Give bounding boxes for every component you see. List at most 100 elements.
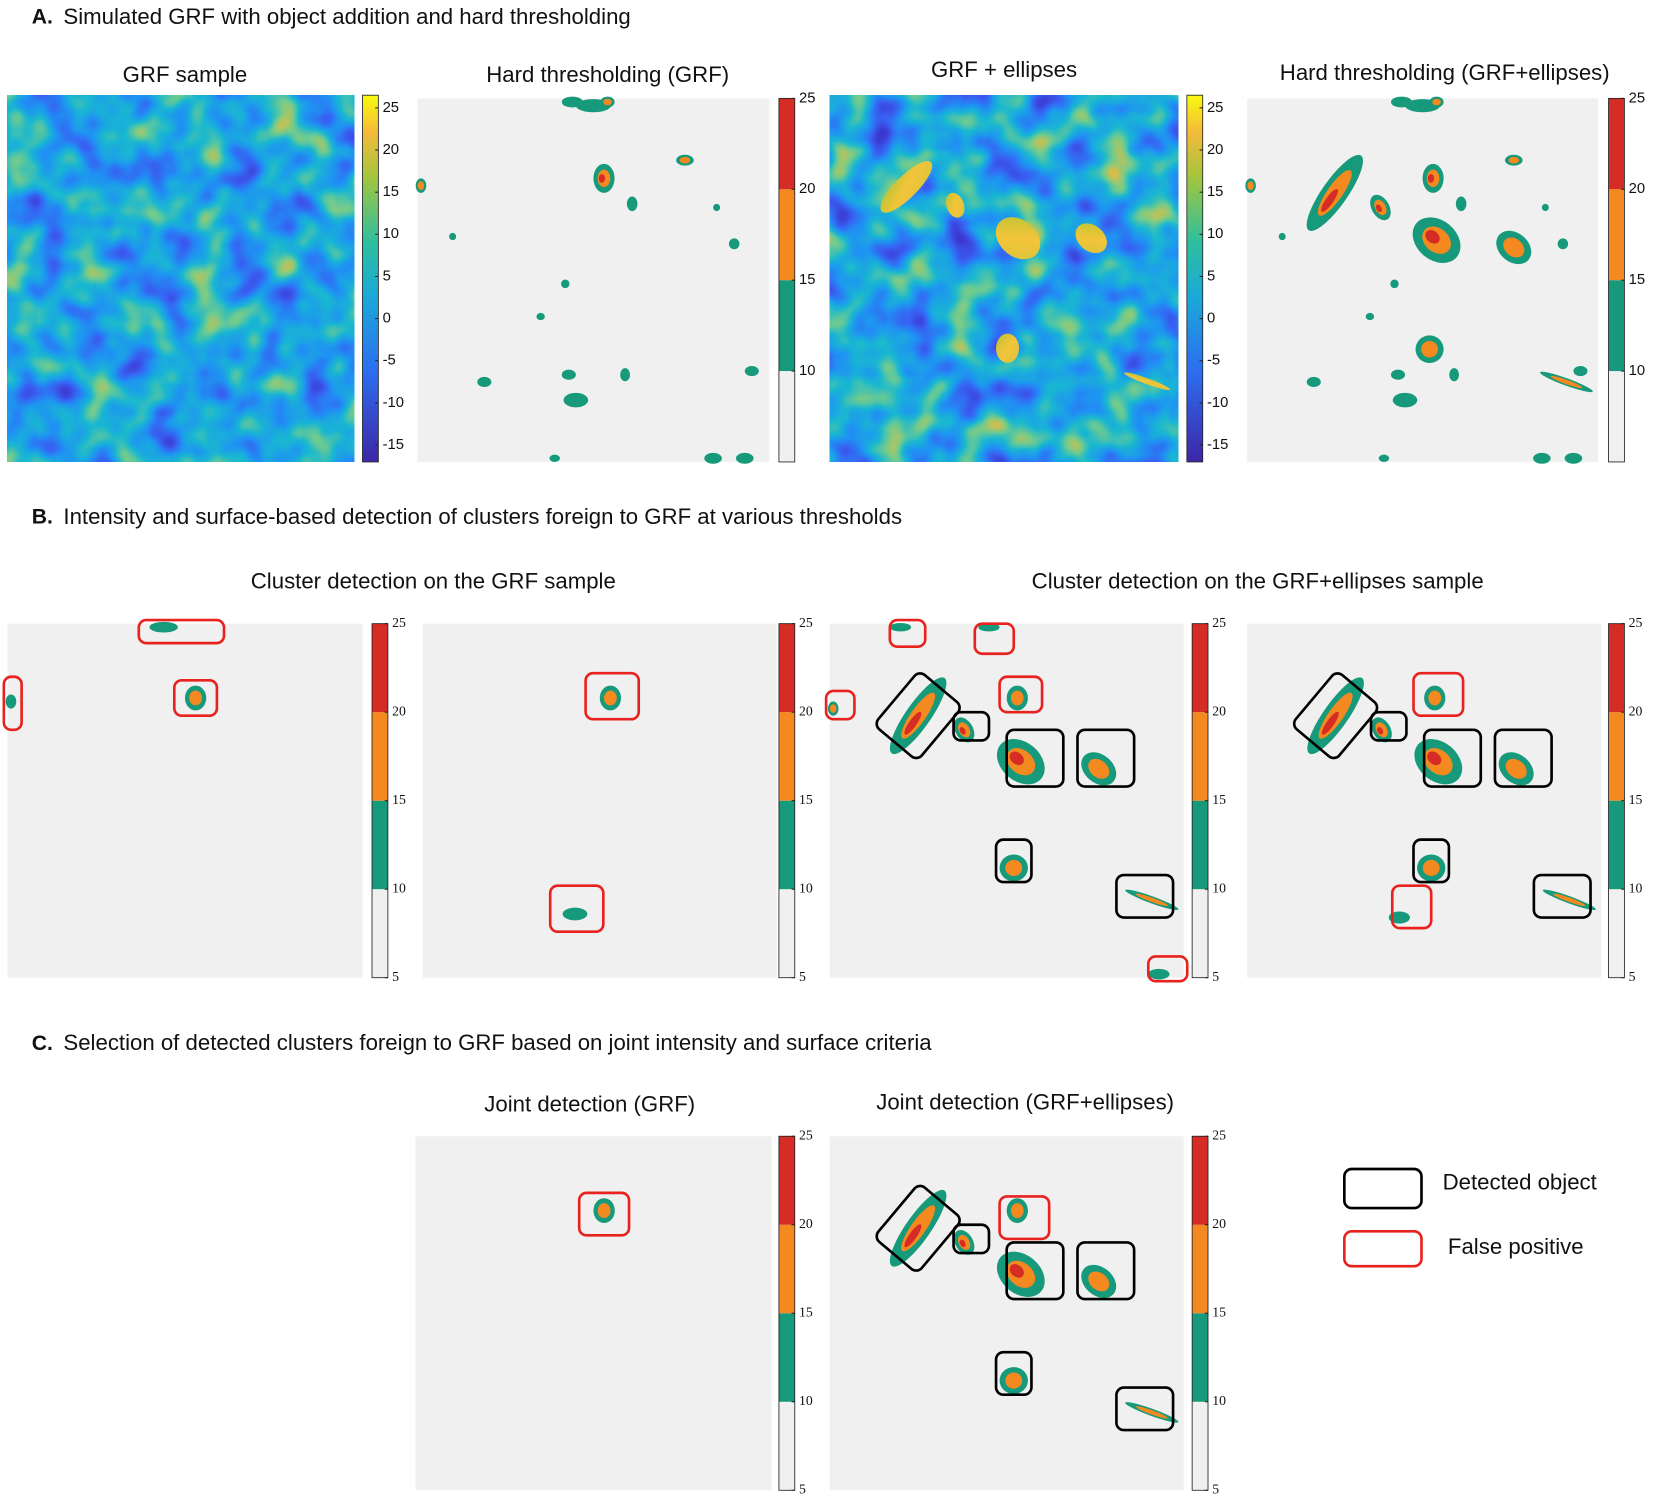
false-positive-box	[973, 622, 1016, 656]
colorbar-tick-label: 20	[799, 703, 813, 718]
cluster-core	[1088, 1271, 1110, 1292]
colorbar-segment	[372, 623, 388, 713]
cluster-core	[1508, 156, 1520, 164]
false-positive-box	[888, 618, 927, 648]
colorbar-tick-label: 20	[383, 142, 399, 158]
cluster-core	[1421, 340, 1438, 358]
false-positive-box	[577, 1191, 631, 1237]
colorbar-tick-label: 25	[1212, 1127, 1226, 1142]
colorbar-tick-label: 10	[383, 226, 399, 242]
colorbar-segment	[778, 889, 795, 978]
colorbar-tick-label: 0	[383, 311, 391, 327]
colorbar-tick-label: 10	[799, 363, 815, 379]
colorbar-segment	[372, 889, 388, 978]
group-title: Cluster detection on the GRF sample	[251, 568, 616, 593]
colorbar-tick-label: -5	[383, 353, 396, 369]
cluster-peak	[959, 1239, 966, 1248]
colorbar-tick-label: 15	[1629, 272, 1645, 288]
cluster	[713, 203, 721, 212]
detected-box	[1076, 1241, 1136, 1301]
colorbar-segment	[1192, 1401, 1209, 1491]
added-ellipse	[996, 333, 1020, 363]
false-positive-box	[998, 1195, 1051, 1241]
false-positive-box	[998, 675, 1044, 714]
cluster	[1557, 238, 1569, 250]
cluster	[1449, 368, 1460, 382]
colorbar	[1186, 95, 1203, 462]
cluster-peak	[1427, 751, 1442, 766]
colorbar-tick-label: -10	[383, 395, 404, 411]
panel: 25 20 15 10 5	[1247, 615, 1642, 984]
cluster-core	[1010, 690, 1024, 706]
cluster	[1378, 454, 1390, 462]
legend-swatch	[1343, 1167, 1423, 1210]
colorbar-segment	[1608, 623, 1625, 713]
colorbar-tick-label: 5	[1629, 969, 1636, 984]
cluster-core	[1005, 859, 1023, 877]
colorbar-tick-label: 15	[1629, 792, 1643, 807]
threshold-image	[417, 98, 770, 462]
threshold-image	[7, 623, 363, 978]
false-positive-box	[2, 675, 23, 732]
colorbar-segment	[1192, 623, 1209, 713]
detected-box	[1005, 1241, 1065, 1301]
false-positive-box	[137, 618, 226, 645]
false-positive-box	[1146, 955, 1189, 983]
colorbar-tick-label: 10	[1629, 363, 1645, 379]
colorbar-tick-label: 20	[799, 181, 815, 197]
cluster-peak	[1427, 174, 1435, 183]
false-positive-box	[1390, 884, 1433, 930]
detected-box	[1115, 1386, 1175, 1432]
colorbar	[362, 95, 379, 462]
colorbar-tick-label: 5	[799, 969, 806, 984]
cluster-peak	[959, 727, 966, 735]
colorbar-segment	[372, 712, 388, 801]
legend-label: False positive	[1448, 1234, 1584, 1259]
detected-box	[952, 710, 991, 742]
cluster-core	[189, 690, 202, 706]
colorbar-tick-label: 15	[799, 272, 815, 288]
section-title: Selection of detected clusters foreign t…	[63, 1030, 932, 1055]
cluster	[1306, 376, 1321, 388]
colorbar-tick-label: 25	[1629, 90, 1645, 106]
legend-swatch	[1343, 1230, 1423, 1268]
cluster-core	[1010, 1203, 1024, 1219]
colorbar-segment	[778, 1224, 795, 1314]
colorbar-tick-label: 10	[799, 880, 813, 895]
colorbar-tick-label: 15	[392, 792, 406, 807]
colorbar-segment	[1192, 889, 1209, 978]
panel: Joint detection (GRF) 25 20 15 10 5	[415, 1091, 813, 1496]
detected-box	[1115, 873, 1175, 919]
colorbar-tick-label: 5	[1212, 1481, 1219, 1496]
colorbar-segment	[1608, 712, 1625, 801]
cluster	[1541, 203, 1549, 212]
section-label: C.	[32, 1032, 53, 1055]
colorbar-segment	[778, 1401, 795, 1491]
colorbar-tick-label: 0	[1207, 311, 1215, 327]
section-title: Intensity and surface-based detection of…	[63, 504, 902, 529]
colorbar-segment	[1192, 712, 1209, 801]
colorbar-tick-label: 10	[799, 1393, 813, 1408]
colorbar-segment	[1608, 98, 1625, 190]
colorbar-tick-label: -5	[1207, 353, 1220, 369]
cluster-core	[679, 156, 691, 164]
cluster-peak	[598, 174, 606, 183]
panel: 25 20 15 10 5	[2, 615, 406, 984]
panel-title: Hard thresholding (GRF)	[486, 62, 729, 87]
colorbar-frame	[1186, 94, 1204, 463]
cluster-core	[1088, 758, 1110, 779]
cluster-peak	[904, 711, 922, 735]
cluster-peak	[1425, 229, 1440, 244]
cluster	[149, 621, 178, 633]
threshold-image	[1247, 98, 1598, 462]
detected-box	[875, 672, 961, 760]
colorbar-segment	[778, 98, 795, 190]
panel: GRF sample 25 20 15 10 5 0 -5 -10 -15	[7, 62, 404, 463]
colorbar-segment	[778, 800, 795, 890]
colorbar-tick-label: 20	[1207, 142, 1223, 158]
added-ellipse	[1075, 223, 1107, 254]
panel-title: GRF + ellipses	[931, 57, 1077, 82]
panel: GRF + ellipses 25 20 15 10 5 0 -5 -10 -15	[829, 57, 1228, 463]
cluster	[1390, 96, 1413, 108]
cluster	[1573, 365, 1588, 377]
